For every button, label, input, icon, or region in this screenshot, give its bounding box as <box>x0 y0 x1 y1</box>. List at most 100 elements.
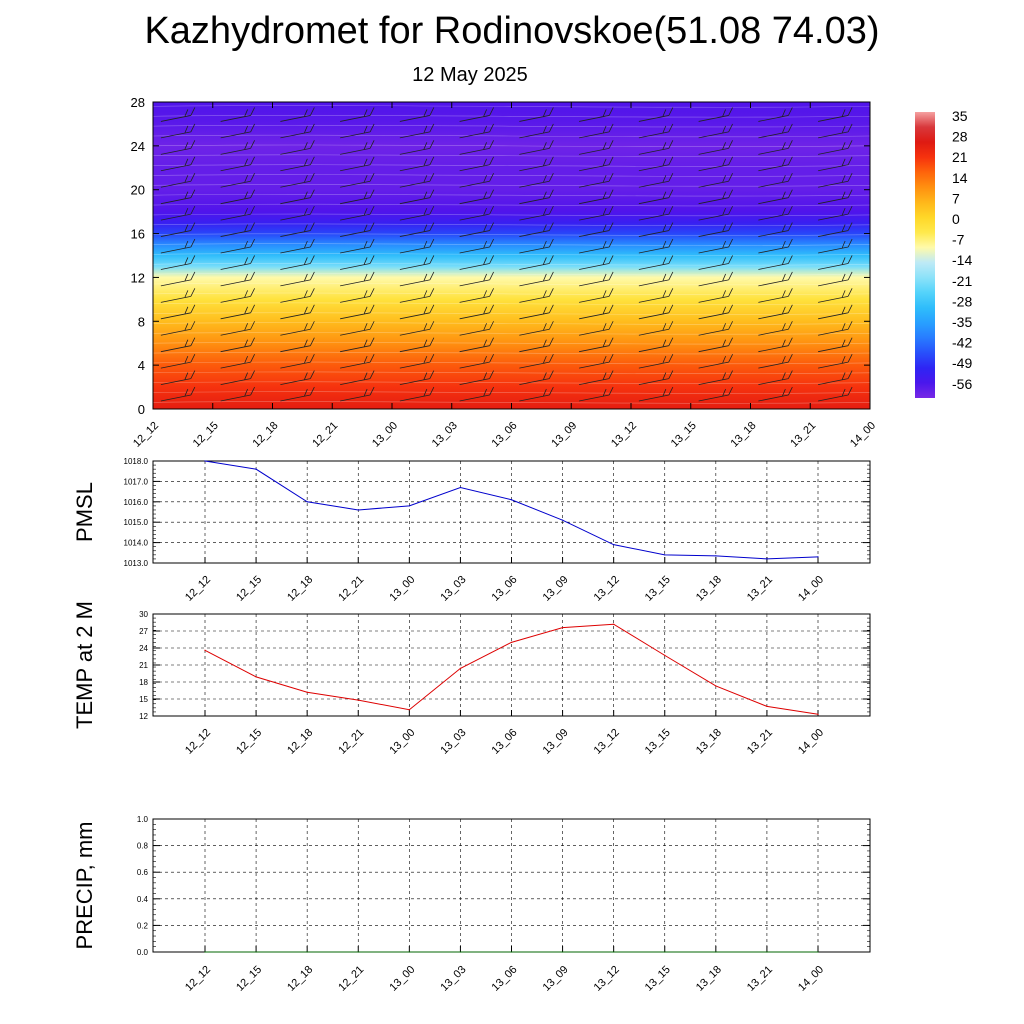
precip-x-tick-label: 13_00 <box>387 964 417 994</box>
contour-line <box>152 154 871 157</box>
precip-data-point <box>255 951 257 953</box>
precip-x-tick-label: 12_18 <box>285 964 315 994</box>
wind-barb <box>220 156 255 172</box>
pmsl-data-point <box>561 519 564 521</box>
wind-barb <box>459 222 494 237</box>
wind-barb <box>340 271 375 287</box>
heatmap-x-tick-label: 12_21 <box>310 420 340 450</box>
contour-line <box>152 312 871 315</box>
wind-barb <box>340 337 375 353</box>
wind-barb <box>638 140 674 155</box>
wind-barb <box>280 321 315 336</box>
precip-data-point <box>510 951 513 953</box>
wind-barb <box>160 123 196 139</box>
temp-x-tick-label: 13_21 <box>745 727 775 757</box>
temp-2m-chart: 12 15 18 21 24 27 30 TEMP at 2 M 12_12 12_15 12_18… <box>72 601 871 757</box>
wind-barb <box>698 304 733 320</box>
wind-barb <box>579 222 614 237</box>
wind-barb <box>280 173 315 188</box>
wind-barb <box>519 353 554 369</box>
wind-barb <box>399 156 435 172</box>
wind-barb <box>698 222 733 237</box>
heatmap-x-tick-label: 13_09 <box>549 420 579 450</box>
wind-barb <box>818 255 853 270</box>
contour-line <box>152 233 871 236</box>
pmsl-x-tick-label: 12_18 <box>285 574 315 604</box>
wind-barb <box>818 222 853 237</box>
wind-barb <box>758 205 793 221</box>
wind-barb <box>579 370 614 385</box>
wind-barb <box>160 337 196 353</box>
wind-barb <box>280 189 315 205</box>
temp-x-tick-label: 13_18 <box>694 727 724 757</box>
wind-barb <box>340 370 375 385</box>
wind-barb <box>459 140 494 155</box>
wind-barb <box>758 353 793 369</box>
colorbar-label: 7 <box>952 190 960 206</box>
wind-barb <box>160 107 196 122</box>
wind-barb <box>280 386 315 402</box>
wind-barb <box>818 173 853 188</box>
pmsl-data-point <box>664 554 666 556</box>
precip-data-point <box>306 951 308 953</box>
wind-barb <box>519 370 554 385</box>
wind-barb <box>698 205 733 221</box>
wind-barb <box>638 337 674 353</box>
precip-y-tick-label: 0.4 <box>137 895 149 904</box>
wind-barb <box>818 353 853 369</box>
wind-barb <box>160 156 196 172</box>
contour-line <box>152 282 871 286</box>
wind-barb <box>220 353 255 369</box>
wind-barb <box>519 321 554 336</box>
colorbar-label: -42 <box>952 335 972 351</box>
wind-barb <box>818 205 853 221</box>
pmsl-x-tick-label: 12_15 <box>234 574 264 604</box>
wind-barb <box>758 386 793 402</box>
pmsl-x-tick-label: 13_06 <box>490 574 520 604</box>
temp-y-tick-label: 12 <box>139 712 148 721</box>
contour-line <box>152 203 871 207</box>
wind-barb <box>698 156 733 172</box>
contour-line <box>152 381 871 384</box>
wind-barb <box>638 321 674 336</box>
wind-barb <box>459 370 494 385</box>
y-tick-label: 12 <box>131 270 145 285</box>
y-tick-label: 8 <box>138 314 145 329</box>
precip-x-tick-label: 13_15 <box>643 964 673 994</box>
wind-barb <box>220 321 255 336</box>
wind-barb <box>519 255 554 270</box>
wind-barb <box>280 271 315 287</box>
wind-barb <box>220 222 255 237</box>
wind-barb <box>579 321 614 336</box>
wind-barb <box>519 156 554 172</box>
wind-barb <box>459 255 494 270</box>
wind-barb <box>579 337 614 353</box>
precip-data-point <box>664 951 666 953</box>
precip-data-point <box>817 951 819 953</box>
contour-line <box>152 371 871 374</box>
wind-barb <box>399 288 435 303</box>
wind-barb <box>459 353 494 369</box>
colorbar-label: -21 <box>952 273 972 289</box>
wind-barb <box>220 288 255 303</box>
wind-barb <box>399 189 435 205</box>
wind-barb <box>818 156 853 172</box>
wind-barb <box>519 189 554 205</box>
wind-barb <box>280 304 315 320</box>
colorbar-label: 35 <box>952 108 968 124</box>
wind-barb <box>220 370 255 385</box>
wind-barb <box>818 140 853 155</box>
wind-barb <box>220 107 255 122</box>
wind-barb <box>758 255 793 270</box>
temp-data-point <box>766 705 768 707</box>
wind-barb <box>160 386 196 402</box>
contour-line <box>152 164 871 167</box>
temp-x-tick-label: 13_09 <box>541 727 571 757</box>
pmsl-y-tick-label: 1018.0 <box>124 457 149 466</box>
pmsl-x-tick-label: 12_12 <box>183 574 213 604</box>
wind-barb <box>220 205 255 221</box>
wind-barb <box>818 337 853 353</box>
contour-line <box>152 105 871 108</box>
wind-barb <box>280 107 315 122</box>
pmsl-y-tick-label: 1016.0 <box>124 498 149 507</box>
